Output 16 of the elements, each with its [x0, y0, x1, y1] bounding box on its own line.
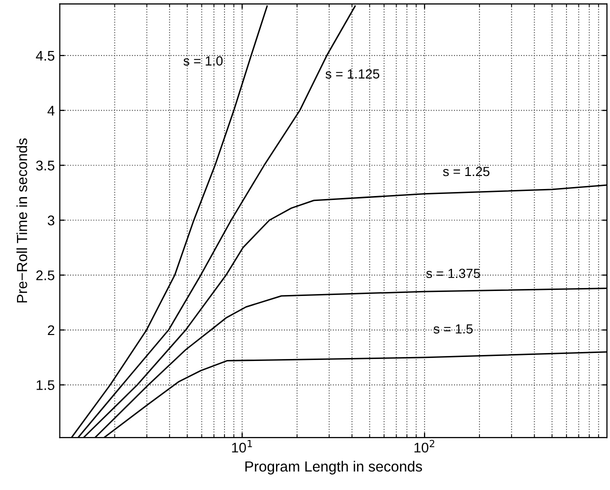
series-label: s = 1.375: [426, 268, 480, 278]
series-label: s = 1.5: [434, 324, 473, 334]
x-tick-label: 10$^{1}$: [232, 440, 252, 453]
y-tick-label: 2: [48, 325, 54, 336]
x-axis-title: Program Length in seconds: [245, 460, 422, 475]
series-label: s = 1.0: [184, 56, 223, 66]
series-label: s = 1.25: [443, 166, 490, 176]
y-tick-label: 2.5: [36, 270, 54, 280]
y-axis-title: Pre−Roll Time in seconds: [16, 138, 28, 302]
y-tick-label: 4: [48, 106, 55, 116]
y-tick-label: 4.5: [36, 50, 54, 61]
x-tick-label: 10$^{2}$: [414, 440, 434, 453]
y-tick-label: 3.5: [36, 160, 54, 170]
series-label: s = 1.125: [326, 69, 380, 79]
y-tick-label: 1.5: [36, 380, 54, 390]
y-tick-label: 3: [48, 216, 54, 226]
